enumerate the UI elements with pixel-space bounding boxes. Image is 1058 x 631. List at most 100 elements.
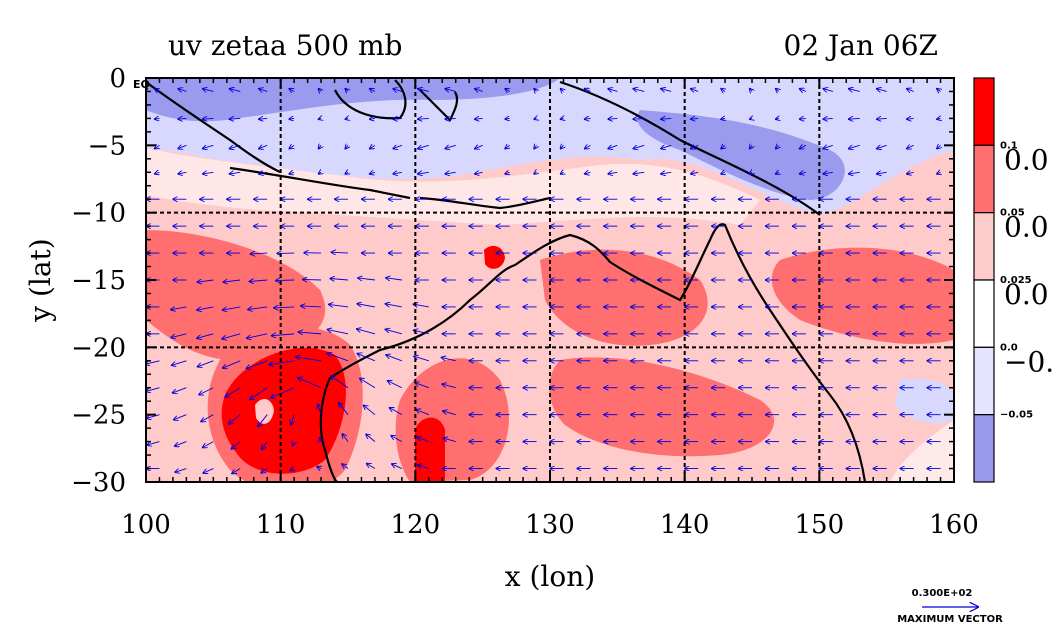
y-tick-label: −10 (71, 199, 126, 229)
wind-vector (357, 304, 376, 308)
wind-vector (445, 172, 456, 174)
wind-vector (251, 253, 268, 254)
wind-vector (147, 441, 160, 445)
wind-vector (223, 280, 241, 282)
positive-region-australia-north (540, 249, 708, 346)
wind-vector (223, 360, 241, 368)
wind-vector (418, 89, 429, 92)
wind-vector (230, 172, 241, 174)
wind-vector (386, 355, 403, 362)
wind-vector (534, 145, 536, 148)
negative-core-east (637, 110, 845, 200)
wind-vector (907, 89, 914, 92)
weak-eye (255, 398, 274, 424)
wind-vector (339, 403, 349, 415)
wind-vector (345, 118, 348, 119)
coastline-new-guinea (559, 80, 821, 216)
wind-vector (505, 89, 509, 92)
wind-vector (633, 145, 645, 148)
wind-vector (203, 172, 214, 174)
wind-vector (633, 118, 645, 119)
wind-vector (691, 145, 699, 148)
wind-vector (345, 145, 348, 148)
wind-vector (849, 172, 860, 174)
wind-vector (345, 89, 348, 92)
wind-vector (178, 145, 187, 148)
wind-vector (391, 436, 403, 442)
wind-vector (298, 378, 322, 389)
x-tick-label: 140 (660, 510, 710, 540)
y-tick-label: −5 (88, 131, 126, 161)
wind-vector (445, 89, 456, 92)
wind-vector (393, 145, 403, 148)
colorbar-level: 0.025 (1000, 275, 1032, 286)
wind-vector (776, 89, 779, 92)
wind-vector (203, 441, 214, 448)
wind-vector (155, 145, 160, 148)
wind-vector (691, 172, 699, 174)
wind-vector (203, 89, 214, 92)
wind-vector (661, 89, 672, 92)
colorbar-level: −0.05 (1000, 410, 1033, 421)
y-axis: 0 −5 −10 −15 −20 −25 −30 EQ (71, 64, 954, 498)
wind-vector (259, 145, 268, 148)
wind-vector (370, 118, 375, 119)
wind-vector (877, 89, 887, 92)
wind-vector (418, 118, 429, 119)
wind-vector (319, 89, 321, 92)
wind-vector (505, 172, 509, 174)
wind-vector (197, 333, 214, 338)
wind-vector (342, 464, 349, 468)
chart-date: 02 Jan 06Z (784, 29, 938, 62)
wind-vector (585, 172, 591, 174)
wind-vector (360, 378, 376, 389)
gridlines (146, 78, 954, 482)
wind-vector (358, 278, 375, 280)
wind-vector (386, 278, 402, 280)
wind-vector (750, 172, 752, 174)
positive-region-east (771, 247, 954, 344)
wind-vector (445, 145, 456, 148)
wind-vector (823, 145, 833, 148)
wind-vector (608, 89, 618, 92)
wind-vector (248, 307, 268, 310)
wind-vector (370, 89, 376, 92)
wind-vector (608, 118, 618, 119)
wind-vector (800, 118, 806, 119)
wind-vector (534, 172, 536, 174)
vector-key-value: 0.300E+02 (912, 588, 973, 599)
wind-vector (633, 172, 645, 174)
wind-vector (776, 118, 779, 119)
wind-vector (392, 464, 403, 469)
wind-vector (534, 118, 536, 119)
wind-vector (146, 387, 160, 392)
wind-vector (230, 89, 241, 92)
wind-vector (155, 118, 160, 119)
wind-vector (849, 118, 860, 119)
wind-vector (155, 89, 160, 92)
colorbar-level: 0.1 (1000, 140, 1018, 151)
wind-vector (907, 172, 914, 174)
colorbar-big-label: 0.0 (1004, 143, 1049, 176)
wind-vector (442, 357, 456, 362)
wind-vector (222, 333, 241, 339)
colorbar-swatch (973, 144, 995, 214)
wind-vector (366, 434, 376, 442)
coastline-borneo (334, 79, 407, 120)
wind-vector (661, 172, 672, 174)
wind-vector (289, 89, 294, 92)
coastline-sumatra (146, 81, 281, 173)
wind-vector (230, 145, 241, 148)
wind-vector (231, 441, 241, 449)
coastlines (146, 79, 867, 482)
wind-vector (327, 353, 349, 362)
wind-vector (661, 145, 672, 148)
wind-vector (800, 89, 807, 92)
wind-vector (937, 89, 941, 92)
wind-vector (198, 360, 214, 367)
y-tick-label: −20 (71, 333, 126, 363)
vector-key: 0.300E+02 MAXIMUM VECTOR (897, 588, 1003, 625)
wind-vector (272, 334, 295, 336)
wind-vector (318, 405, 321, 415)
